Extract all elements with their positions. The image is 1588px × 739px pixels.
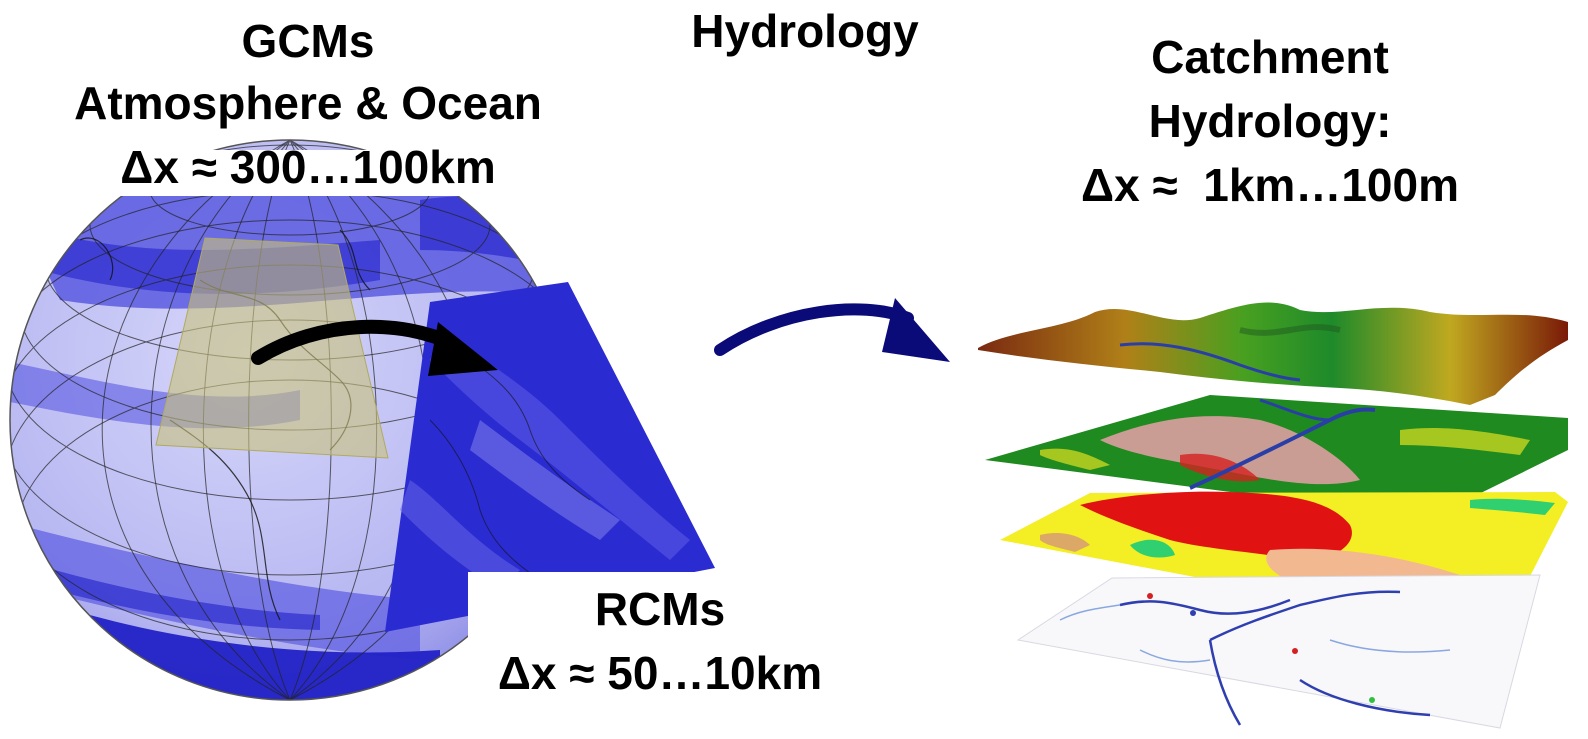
gcm-title: GCMs: [241, 15, 375, 67]
rcm-title: RCMs: [594, 583, 726, 635]
catchment-resolution: Δx ≈ 1km…100m: [1081, 159, 1459, 211]
gcm-label-band: [92, 150, 524, 196]
downscale-arrow-navy: [714, 298, 950, 362]
catchment-subtitle: Hydrology:: [1148, 95, 1392, 147]
rcm-resolution-band: [468, 636, 858, 696]
catchment-layers: [978, 302, 1568, 729]
gcm-subtitle: Atmosphere & Ocean: [74, 77, 542, 129]
layer-rivers: [1016, 574, 1541, 729]
layer-terrain: [978, 302, 1568, 405]
hydrology-heading: Hydrology: [691, 5, 919, 57]
rcm-resolution: Δx ≈ 50…10km: [497, 647, 823, 699]
layer-landcover: [985, 395, 1568, 518]
gcm-resolution: Δx ≈ 300…100km: [120, 141, 496, 193]
catchment-title: Catchment: [1151, 31, 1389, 83]
rcm-label-band: [468, 572, 858, 636]
downscale-arrow-black: [251, 319, 498, 376]
